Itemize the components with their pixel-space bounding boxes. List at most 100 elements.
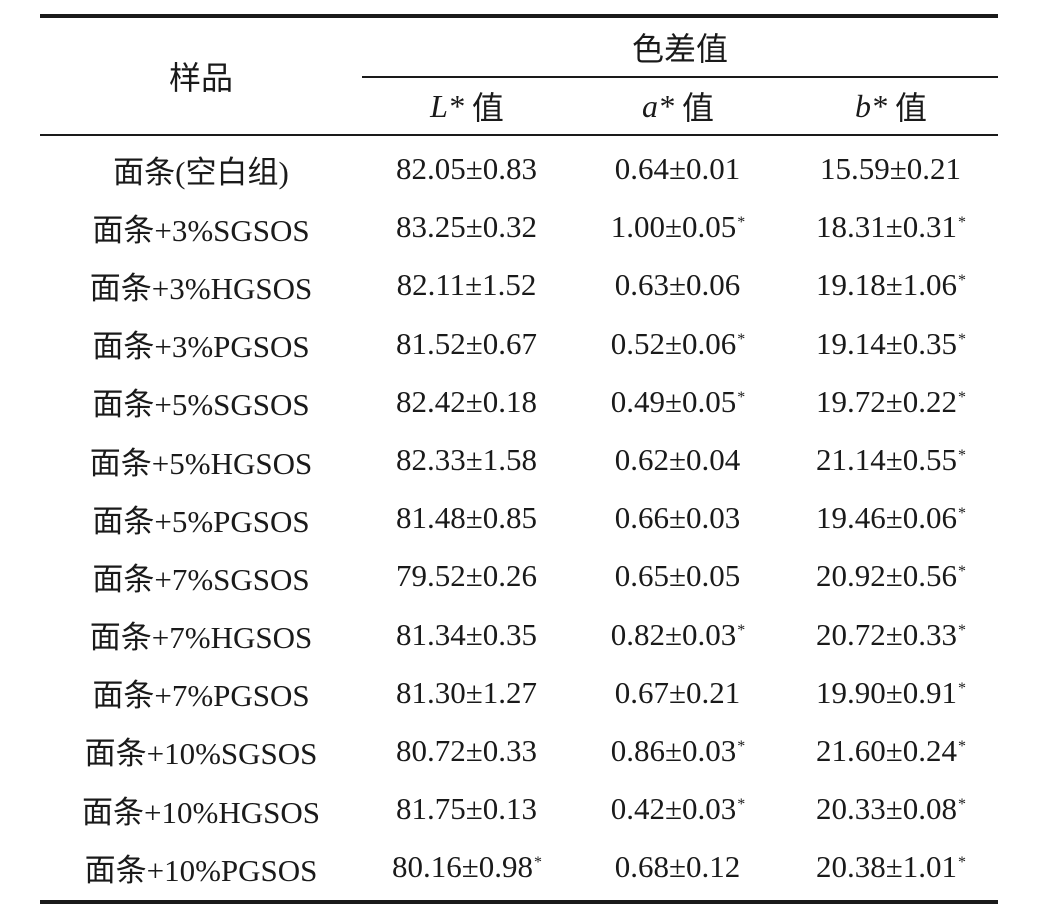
l-value-cell-text: 82.42±0.18 [395,383,537,419]
b-value-cell-text: 19.46±0.06 [815,500,957,536]
l-value-cell: 81.52±0.67 [362,326,572,362]
table-row: 面条+5%HGSOS 82.33±1.58 0.62±0.04 21.14±0.55 * [40,431,998,489]
significance-mark: * [534,854,542,872]
b-value-cell: 21.60±0.24 * [784,733,998,769]
table-row: 面条+5%SGSOS 82.42±0.18 0.49±0.05 * 19.72±0.22… [40,373,998,431]
a-value-cell: 0.49±0.05 * [572,384,784,420]
a-value-cell-text: 0.68±0.12 [614,849,741,885]
header-group: 色差值 [631,31,728,67]
table-row: 面条+10%PGSOS 80.16±0.98 * 0.68±0.12 20.38±1.0… [40,838,998,896]
group-rule [362,76,998,78]
l-value-cell-text: 81.52±0.67 [395,325,537,361]
l-value-cell: 81.75±0.13 [362,791,572,827]
sample-cell-text: 面条+10%SGSOS [84,736,318,772]
a-value-cell-text: 0.64±0.01 [614,151,741,187]
significance-mark: * [958,330,966,348]
l-value-cell: 81.30±1.27 [362,675,572,711]
sample-cell: 面条+10%HGSOS [40,787,362,832]
header-b-var: b* [854,87,887,124]
a-value-cell-text: 0.86±0.03 [610,732,737,768]
b-value-cell: 19.90±0.91 * [784,675,998,711]
l-value-cell-text: 80.16±0.98 [391,849,533,885]
table-row: 面条+10%HGSOS 81.75±0.13 0.42±0.03 * 20.33±0.0… [40,780,998,838]
b-value-cell: 19.46±0.06 * [784,500,998,536]
a-value-cell: 0.42±0.03 * [572,791,784,827]
table-body: 面条(空白组) 82.05±0.83 0.64±0.01 15.59±0.21 面条+3… [40,136,998,900]
b-value-cell: 19.14±0.35 * [784,326,998,362]
a-value-cell-text: 0.67±0.21 [614,674,741,710]
b-value-cell-text: 20.92±0.56 [815,558,957,594]
b-value-cell: 19.72±0.22 * [784,384,998,420]
l-value-cell: 81.34±0.35 [362,617,572,653]
sample-cell-text: 面条+7%HGSOS [89,620,313,656]
table-row: 面条+10%SGSOS 80.72±0.33 0.86±0.03 * 21.60±0.2… [40,722,998,780]
table-row: 面条+5%PGSOS 81.48±0.85 0.66±0.03 19.46±0.06 * [40,489,998,547]
l-value-cell-text: 79.52±0.26 [395,558,537,594]
l-value-cell: 81.48±0.85 [362,500,572,536]
table-header: 样品 色差值 L* 值 a* 值 b* 值 [40,18,998,134]
sample-cell: 面条+7%HGSOS [40,612,362,657]
b-value-cell-text: 15.59±0.21 [819,151,961,187]
sample-cell: 面条+10%PGSOS [40,845,362,890]
a-value-cell: 0.86±0.03 * [572,733,784,769]
l-value-cell: 82.11±1.52 [362,267,572,303]
a-value-cell-text: 0.42±0.03 [610,791,737,827]
a-value-cell: 0.82±0.03 * [572,617,784,653]
l-value-cell: 79.52±0.26 [362,558,572,594]
table-row: 面条(空白组) 82.05±0.83 0.64±0.01 15.59±0.21 [40,140,998,198]
b-value-cell-text: 19.18±1.06 [815,267,957,303]
significance-mark: * [958,563,966,581]
significance-mark: * [737,330,746,348]
b-value-cell: 21.14±0.55 * [784,442,998,478]
l-value-cell-text: 82.11±1.52 [396,267,537,303]
significance-mark: * [958,272,966,290]
header-l-var: L* [430,87,464,124]
a-value-cell-text: 0.49±0.05 [610,383,737,419]
a-value-cell-text: 0.62±0.04 [614,442,741,478]
top-rule [40,14,998,18]
a-value-cell: 1.00±0.05 * [572,209,784,245]
l-value-cell-text: 82.33±1.58 [395,442,537,478]
b-value-cell-text: 20.33±0.08 [815,791,957,827]
table-row: 面条+7%HGSOS 81.34±0.35 0.82±0.03 * 20.72±0.33… [40,606,998,664]
sample-cell: 面条+3%HGSOS [40,263,362,308]
b-value-cell: 20.38±1.01 * [784,849,998,885]
a-value-cell: 0.52±0.06 * [572,326,784,362]
sample-cell: 面条+5%HGSOS [40,438,362,483]
sample-cell: 面条+10%SGSOS [40,728,362,773]
a-value-cell: 0.66±0.03 [572,500,784,536]
sample-cell-text: 面条+3%PGSOS [92,329,310,365]
b-value-cell-text: 21.14±0.55 [815,442,957,478]
sample-cell: 面条(空白组) [40,147,362,192]
l-value-cell: 82.05±0.83 [362,151,572,187]
l-value-cell-text: 81.48±0.85 [395,500,537,536]
a-value-cell-text: 0.82±0.03 [610,616,737,652]
sample-cell-text: 面条(空白组) [113,154,289,190]
significance-mark: * [958,505,966,523]
header-a-var: a* [641,87,674,124]
sample-cell-text: 面条+5%HGSOS [89,445,313,481]
sample-cell: 面条+7%PGSOS [40,670,362,715]
l-value-cell: 83.25±0.32 [362,209,572,245]
significance-mark: * [958,854,966,872]
b-value-cell: 18.31±0.31 * [784,209,998,245]
header-b-value: b* 值 [784,78,998,134]
significance-mark: * [737,214,746,232]
significance-mark: * [737,796,746,814]
sample-cell-text: 面条+3%HGSOS [89,270,313,306]
b-value-cell-text: 18.31±0.31 [815,209,957,245]
header-l-suffix: 值 [463,90,504,126]
sample-cell: 面条+5%SGSOS [40,379,362,424]
l-value-cell: 82.42±0.18 [362,384,572,420]
b-value-cell: 19.18±1.06 * [784,267,998,303]
significance-mark: * [958,737,966,755]
sample-cell-text: 面条+7%PGSOS [92,678,310,714]
b-value-cell: 20.92±0.56 * [784,558,998,594]
b-value-cell: 20.33±0.08 * [784,791,998,827]
sample-cell: 面条+5%PGSOS [40,496,362,541]
sample-cell-text: 面条+7%SGSOS [92,561,310,597]
a-value-cell-text: 0.63±0.06 [614,267,741,303]
sample-cell: 面条+3%PGSOS [40,321,362,366]
b-value-cell: 20.72±0.33 * [784,617,998,653]
a-value-cell-text: 1.00±0.05 [610,209,737,245]
